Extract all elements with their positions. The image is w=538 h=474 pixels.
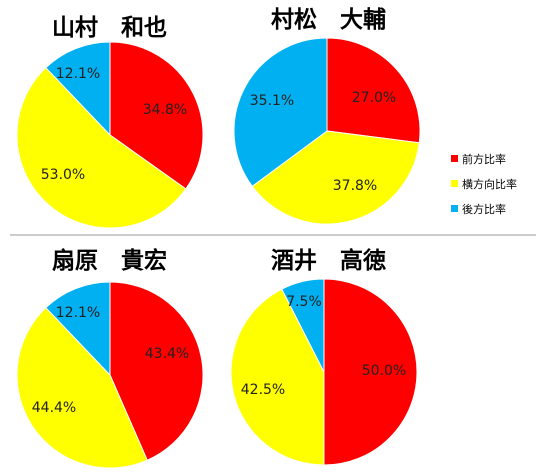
pie-data-label-front: 34.8%: [143, 102, 187, 118]
pie-slice-side: [16, 66, 187, 229]
legend-swatch-front: [451, 155, 458, 162]
pie-data-label-side: 37.8%: [333, 178, 377, 194]
pie-slice-side: [251, 130, 420, 225]
chart-title-1: 山村 和也: [52, 15, 167, 41]
pie-chart-3: 43.4% 44.4% 12.1%: [16, 281, 204, 469]
pie-slice-back: [45, 41, 111, 137]
legend-label-front: 前方比率: [462, 152, 506, 166]
pie-slice-back: [281, 278, 325, 373]
legend-swatch-side: [451, 180, 458, 187]
pie-data-label-back: 35.1%: [250, 93, 294, 109]
pie-slice-side: [230, 288, 325, 466]
pie-data-label-side: 42.5%: [241, 382, 285, 398]
legend: 前方比率 横方向比率 後方比率: [451, 152, 517, 216]
pie-slice-side: [16, 306, 148, 469]
pie-slice-back: [233, 37, 328, 187]
pie-data-label-side: 44.4%: [32, 400, 76, 416]
pie-slice-back: [45, 281, 111, 377]
pie-chart-2: 27.0% 37.8% 35.1%: [233, 37, 421, 225]
pie-data-label-front: 43.4%: [145, 346, 189, 362]
pie-chart-4: 50.0% 42.5% 7.5%: [230, 278, 418, 466]
pie-data-label-front: 50.0%: [362, 363, 406, 379]
chart-title-4: 酒井 高徳: [271, 247, 386, 274]
pie-data-label-side: 53.0%: [41, 167, 85, 183]
chart-title-3: 扇原 貴宏: [52, 247, 167, 274]
pie-data-label-back: 7.5%: [286, 294, 322, 310]
pie-data-label-back: 12.1%: [56, 305, 100, 321]
pie-slice-front: [109, 41, 204, 190]
chart-title-2: 村松 大輔: [271, 6, 386, 33]
pie-data-label-back: 12.1%: [56, 66, 100, 82]
legend-label-side: 横方向比率: [462, 177, 517, 191]
pie-chart-1: 34.8% 53.0% 12.1%: [16, 41, 204, 229]
pie-slice-front: [326, 37, 421, 144]
pie-slice-front: [323, 278, 418, 466]
legend-label-back: 後方比率: [462, 202, 506, 216]
pie-slice-front: [109, 281, 204, 461]
pie-data-label-front: 27.0%: [352, 90, 396, 106]
legend-swatch-back: [451, 205, 458, 212]
